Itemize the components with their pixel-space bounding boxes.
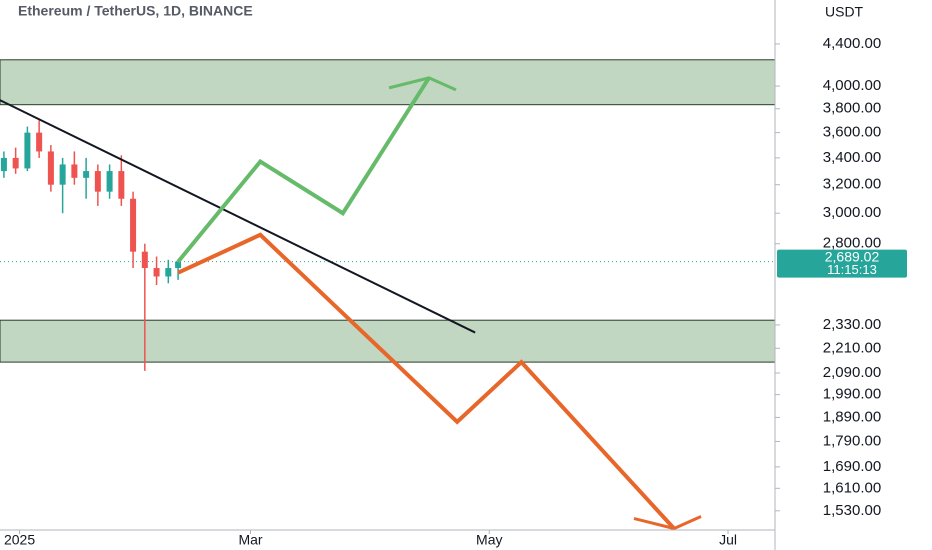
candle-body [130, 198, 137, 252]
y-tick-label: 1,890.00 [823, 408, 881, 425]
plot-area [0, 59, 776, 531]
countdown-label: 11:15:13 [827, 262, 877, 277]
candle-body [36, 132, 43, 152]
candle-body [83, 171, 90, 178]
y-tick-label: 2,330.00 [823, 316, 881, 333]
candle-body [71, 164, 78, 178]
candle-body [118, 171, 125, 199]
candle-body [24, 132, 31, 169]
y-tick-label: 1,610.00 [823, 479, 881, 496]
last-price-tag [777, 249, 907, 278]
y-tick-label: 1,990.00 [823, 386, 881, 403]
last-price-label: 2,689.02 [825, 248, 880, 264]
candle-body [165, 268, 172, 277]
candle-body [141, 251, 148, 269]
y-tick-label: 2,800.00 [823, 235, 881, 252]
candle-body [0, 157, 7, 172]
y-tick-label: 3,200.00 [823, 176, 881, 193]
candle-body [106, 171, 113, 192]
candle-body [175, 261, 182, 269]
projection-line [177, 232, 676, 530]
arrowhead [633, 515, 702, 531]
candle-body [153, 268, 160, 277]
candle-body [94, 171, 101, 192]
y-tick-label: 2,090.00 [823, 364, 881, 381]
projection-line [176, 76, 431, 264]
y-tick-label: 1,690.00 [823, 458, 881, 475]
y-tick-label: 3,000.00 [823, 204, 881, 221]
y-axis-label: USDT [825, 4, 864, 20]
trendline [0, 99, 476, 334]
y-tick-label: 1,530.00 [823, 502, 881, 519]
y-tick-label: 2,210.00 [823, 339, 881, 356]
y-tick-label: 4,400.00 [823, 35, 881, 52]
x-tick-label: Jul [719, 532, 737, 548]
x-tick-label: May [476, 532, 502, 548]
y-tick-label: 1,790.00 [823, 432, 881, 449]
y-tick-label: 3,600.00 [823, 124, 881, 141]
candle-body [12, 157, 19, 169]
x-tick-label: 2025 [4, 532, 35, 548]
y-tick-label: 3,400.00 [823, 149, 881, 166]
y-tick-label: 4,000.00 [823, 77, 881, 94]
arrowhead [388, 76, 457, 92]
candle-body [47, 151, 54, 185]
zone [0, 59, 776, 106]
x-tick-label: Mar [238, 532, 262, 548]
y-tick-label: 3,800.00 [823, 100, 881, 117]
candle-body [59, 164, 66, 185]
chart-title: Ethereum / TetherUS, 1D, BINANCE [18, 3, 253, 19]
